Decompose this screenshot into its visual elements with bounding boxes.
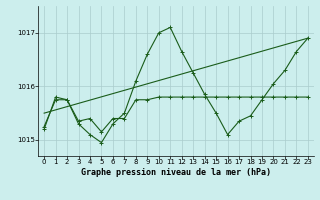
X-axis label: Graphe pression niveau de la mer (hPa): Graphe pression niveau de la mer (hPa) (81, 168, 271, 177)
